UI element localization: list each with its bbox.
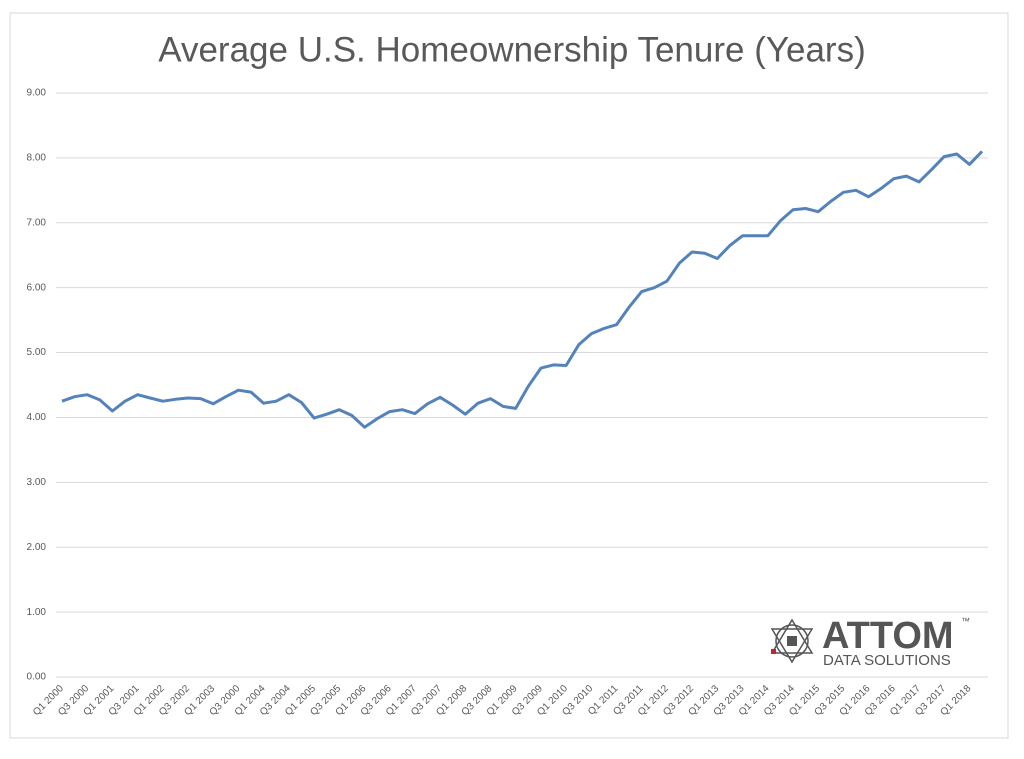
logo: ATTOM ™ DATA SOLUTIONS	[770, 615, 970, 669]
y-tick-label: 3.00	[27, 477, 47, 488]
y-tick-label: 0.00	[27, 672, 47, 683]
y-tick-label: 8.00	[27, 153, 47, 164]
y-tick-label: 6.00	[27, 282, 47, 293]
y-tick-label: 1.00	[27, 607, 47, 618]
logo-icon	[770, 618, 814, 664]
chart-title: Average U.S. Homeownership Tenure (Years…	[158, 30, 866, 69]
logo-trademark: ™	[961, 616, 970, 626]
y-tick-label: 9.00	[27, 88, 47, 99]
y-tick-label: 7.00	[27, 217, 47, 228]
logo-icon-core	[787, 636, 797, 646]
logo-name: ATTOM	[822, 615, 954, 657]
logo-tagline: DATA SOLUTIONS	[823, 652, 951, 669]
data-line	[61, 150, 984, 429]
y-tick-label: 2.00	[27, 542, 47, 553]
logo-icon-accent	[771, 649, 776, 654]
chart-frame	[9, 12, 1009, 739]
y-tick-label: 5.00	[27, 347, 47, 358]
y-tick-label: 4.00	[27, 412, 47, 423]
